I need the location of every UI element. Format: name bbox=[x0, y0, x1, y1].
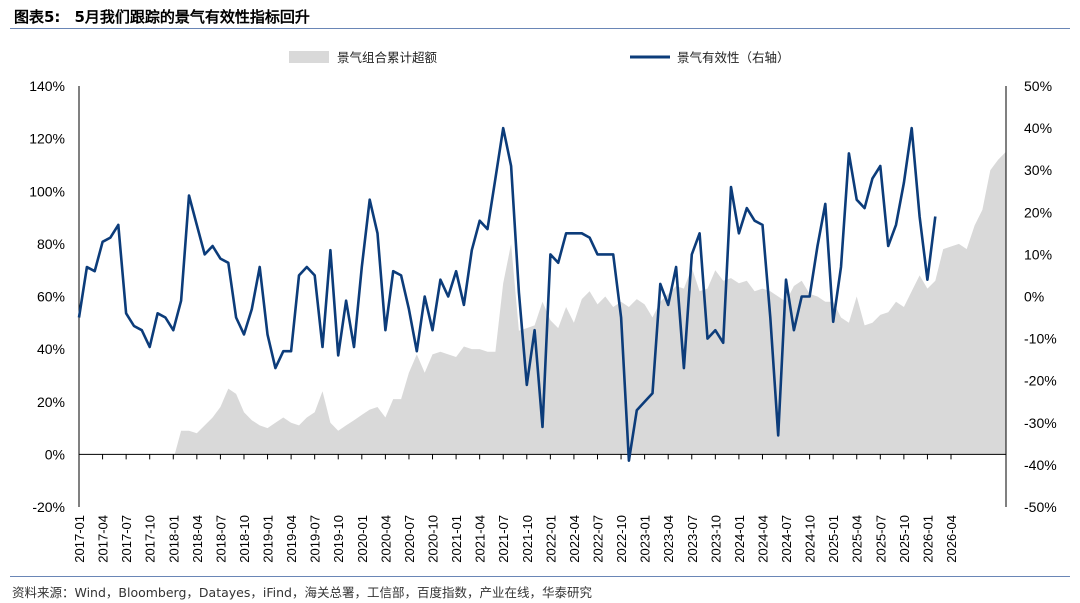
right-tick-label: -10% bbox=[1024, 331, 1057, 347]
x-tick-label: 2022-10 bbox=[614, 515, 629, 563]
x-tick-label: 2019-10 bbox=[331, 515, 346, 563]
legend: 景气组合累计超额 景气有效性（右轴） bbox=[289, 50, 790, 65]
x-tick-label: 2023-04 bbox=[661, 515, 676, 563]
x-tick-label: 2023-01 bbox=[638, 515, 653, 563]
x-tick-label: 2024-10 bbox=[803, 515, 818, 563]
x-tick-label: 2022-04 bbox=[567, 515, 582, 563]
right-tick-label: 20% bbox=[1024, 204, 1052, 220]
x-tick-label: 2018-01 bbox=[166, 515, 181, 563]
right-tick-label: 40% bbox=[1024, 120, 1052, 136]
x-tick-label: 2021-07 bbox=[496, 515, 511, 563]
right-tick-label: 0% bbox=[1024, 289, 1044, 305]
x-tick-label: 2019-01 bbox=[261, 515, 276, 563]
x-tick-label: 2018-10 bbox=[237, 515, 252, 563]
right-tick-label: -30% bbox=[1024, 415, 1057, 431]
line-series-layer bbox=[77, 126, 937, 462]
source-note: 资料来源：Wind，Bloomberg，Datayes，iFind，海关总署，工… bbox=[12, 585, 592, 600]
right-tick-label: 50% bbox=[1024, 78, 1052, 94]
x-tick-label: 2020-04 bbox=[378, 515, 393, 563]
figure-header: 图表5: 5月我们跟踪的景气有效性指标回升 bbox=[0, 0, 1080, 30]
right-tick-label: -40% bbox=[1024, 457, 1057, 473]
footer-rule bbox=[10, 576, 1070, 577]
left-tick-label: 80% bbox=[37, 236, 65, 252]
x-tick-label: 2022-07 bbox=[590, 515, 605, 563]
left-tick-label: 120% bbox=[29, 131, 65, 147]
figure-label: 图表5: bbox=[14, 8, 61, 26]
x-tick-label: 2021-01 bbox=[449, 515, 464, 563]
x-tick-label: 2025-01 bbox=[826, 515, 841, 563]
x-tick-label: 2025-04 bbox=[850, 515, 865, 563]
left-tick-label: -20% bbox=[32, 499, 65, 515]
x-tick-label: 2021-04 bbox=[473, 515, 488, 563]
x-tick-label: 2024-07 bbox=[779, 515, 794, 563]
area-series-layer bbox=[173, 151, 1007, 460]
legend-area-label: 景气组合累计超额 bbox=[337, 50, 438, 65]
right-tick-label: -50% bbox=[1024, 499, 1057, 515]
chart: 景气组合累计超额 景气有效性（右轴） 140% 120% 100% 80% 60% 40%… bbox=[29, 50, 1057, 563]
x-tick-label: 2025-10 bbox=[897, 515, 912, 563]
x-tick-label: 2020-01 bbox=[355, 515, 370, 563]
figure-title-text: 5月我们跟踪的景气有效性指标回升 bbox=[74, 8, 310, 26]
x-tick-label: 2025-07 bbox=[873, 515, 888, 563]
left-tick-label: 20% bbox=[37, 394, 65, 410]
x-tick-label: 2020-10 bbox=[426, 515, 441, 563]
x-tick-label: 2019-04 bbox=[284, 515, 299, 563]
left-tick-label: 40% bbox=[37, 341, 65, 357]
x-tick-label: 2022-01 bbox=[543, 515, 558, 563]
x-tick-label: 2020-07 bbox=[402, 515, 417, 563]
left-tick-label: 0% bbox=[45, 446, 65, 462]
legend-area-swatch bbox=[289, 51, 329, 63]
left-tick-label: 60% bbox=[37, 289, 65, 305]
left-tick-label: 140% bbox=[29, 78, 65, 94]
line-series-景气有效性 bbox=[77, 126, 937, 462]
x-tick-label: 2021-10 bbox=[520, 515, 535, 563]
x-tick-label: 2023-10 bbox=[708, 515, 723, 563]
x-tick-label: 2017-07 bbox=[119, 515, 134, 563]
x-tick-label: 2026-04 bbox=[944, 515, 959, 563]
right-tick-label: 10% bbox=[1024, 246, 1052, 262]
left-tick-label: 100% bbox=[29, 183, 65, 199]
x-tick-label: 2018-04 bbox=[190, 515, 205, 563]
figure-title: 图表5: 5月我们跟踪的景气有效性指标回升 bbox=[14, 6, 310, 27]
tick-labels-layer: 140% 120% 100% 80% 60% 40% 20% 0% -20% 50% 40% 30% 2… bbox=[29, 78, 1057, 563]
area-series-景气组合累计超额 bbox=[173, 151, 1007, 460]
x-tick-label: 2017-01 bbox=[72, 515, 87, 563]
legend-line-label: 景气有效性（右轴） bbox=[677, 50, 790, 65]
right-tick-label: 30% bbox=[1024, 162, 1052, 178]
x-tick-label: 2024-01 bbox=[732, 515, 747, 563]
x-tick-label: 2018-07 bbox=[213, 515, 228, 563]
x-tick-label: 2023-07 bbox=[685, 515, 700, 563]
x-tick-label: 2019-07 bbox=[308, 515, 323, 563]
right-tick-label: -20% bbox=[1024, 373, 1057, 389]
x-tick-label: 2017-10 bbox=[143, 515, 158, 563]
x-tick-label: 2017-04 bbox=[96, 515, 111, 563]
x-tick-label: 2026-01 bbox=[920, 515, 935, 563]
axes-layer bbox=[78, 86, 1007, 507]
x-tick-label: 2024-04 bbox=[755, 515, 770, 563]
header-rule bbox=[10, 28, 1070, 29]
